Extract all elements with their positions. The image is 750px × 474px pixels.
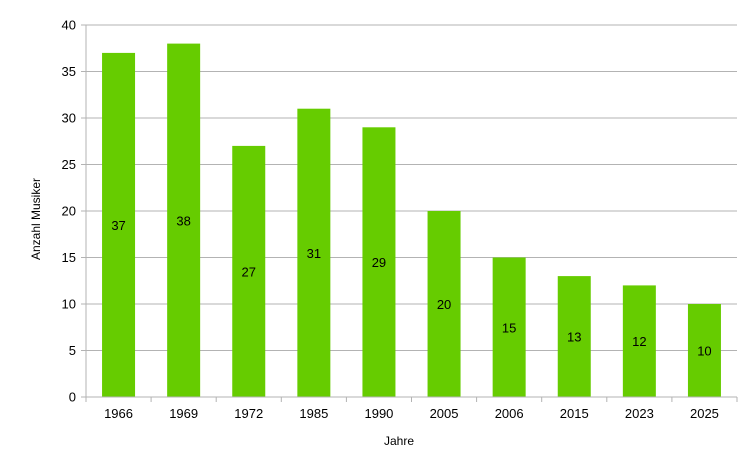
bar-value-label: 12: [632, 334, 646, 349]
bar-value-label: 37: [111, 218, 125, 233]
x-tick-label: 1990: [364, 406, 393, 421]
bar-value-label: 10: [697, 344, 711, 359]
bar: [427, 211, 461, 397]
y-tick-label: 40: [62, 18, 76, 33]
bar: [687, 304, 721, 397]
x-tick-label: 1985: [299, 406, 328, 421]
bar-value-label: 31: [307, 246, 321, 261]
bar: [492, 257, 526, 397]
x-tick-label: 2015: [560, 406, 589, 421]
x-tick-label: 1966: [104, 406, 133, 421]
x-tick-label: 2025: [690, 406, 719, 421]
y-tick-label: 25: [62, 157, 76, 172]
bar: [102, 52, 136, 398]
bar-value-label: 13: [567, 330, 581, 345]
y-tick-label: 10: [62, 297, 76, 312]
y-tick-label: 20: [62, 204, 76, 219]
bar: [297, 108, 331, 397]
x-tick-label: 1972: [234, 406, 263, 421]
bar-value-label: 15: [502, 320, 516, 335]
x-axis-title: Jahre: [384, 434, 414, 448]
bar-value-label: 38: [176, 213, 190, 228]
bar: [622, 285, 656, 397]
bar-series: [102, 43, 721, 398]
bar-value-label: 20: [437, 297, 451, 312]
x-tick-labels: 1966 1969 1972 1985 1990 2005 2006 2015 2023 2025: [104, 406, 719, 421]
x-tick-label: 1969: [169, 406, 198, 421]
y-tick-label: 5: [69, 343, 76, 358]
y-tick-labels: 0 5 10 15 20 25 30 35 40: [62, 18, 76, 405]
y-axis-title: Anzahl Musiker: [29, 178, 43, 260]
bar: [167, 43, 201, 397]
bar: [362, 127, 396, 398]
bar-value-label: 27: [242, 264, 256, 279]
x-tick-label: 2006: [495, 406, 524, 421]
y-tick-label: 30: [62, 111, 76, 126]
bar: [557, 276, 591, 397]
bar-value-labels: 37 38 27 31 29 20 15 13 12 10: [111, 213, 711, 358]
y-tick-label: 15: [62, 250, 76, 265]
x-tick-label: 2023: [625, 406, 654, 421]
axes: [81, 24, 738, 402]
y-tick-label: 0: [69, 390, 76, 405]
bar-value-label: 29: [372, 255, 386, 270]
bar: [232, 145, 266, 397]
y-tick-label: 35: [62, 64, 76, 79]
x-tick-label: 2005: [430, 406, 459, 421]
